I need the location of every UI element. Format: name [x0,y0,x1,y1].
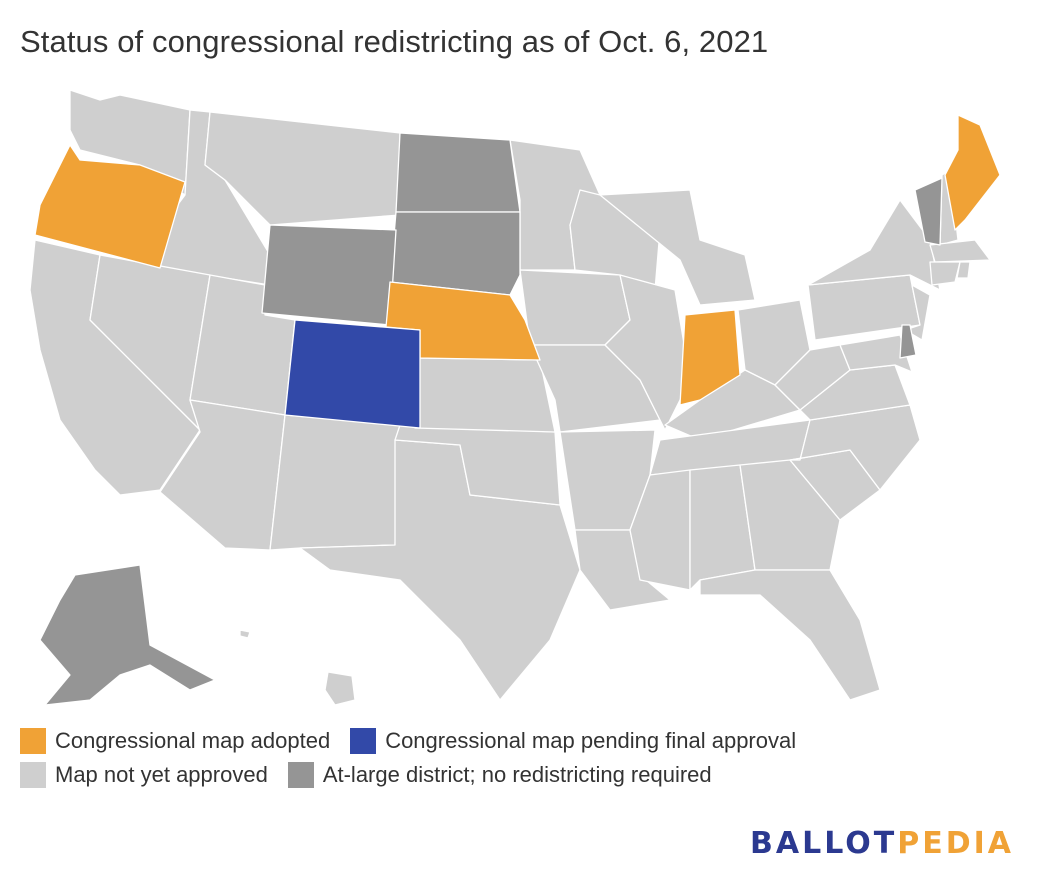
legend-item-pending: Congressional map pending final approval [350,728,796,754]
state-indiana[interactable] [679,309,741,406]
state-maryland[interactable] [839,334,913,373]
state-oregon[interactable] [34,144,186,269]
state-north-dakota[interactable] [395,132,521,213]
brand-part1: BALLOT [750,826,898,861]
state-georgia[interactable] [739,459,841,571]
state-colorado[interactable] [284,319,421,429]
state-michigan[interactable] [599,189,756,306]
state-illinois[interactable] [604,274,691,431]
state-hawaii-big-island[interactable] [324,671,356,706]
legend-label-adopted: Congressional map adopted [55,728,331,753]
state-iowa[interactable] [519,269,631,346]
state-mississippi[interactable] [629,469,691,591]
legend-swatch-adopted [20,728,46,754]
state-south-dakota[interactable] [389,211,521,296]
state-rhode-island[interactable] [956,261,971,279]
legend-swatch-pending [350,728,377,754]
state-new-mexico[interactable] [269,414,401,551]
ballotpedia-logo: BALLOTPEDIA [750,826,1014,861]
legend-label-pending: Congressional map pending final approval [385,728,797,753]
us-map [29,89,1001,706]
state-hawaii[interactable] [239,629,251,639]
legend: Congressional map adopted Congressional … [20,724,816,792]
state-maine[interactable] [944,114,1001,231]
legend-item-not-approved: Map not yet approved [20,762,268,788]
state-florida[interactable] [699,569,881,701]
legend-swatch-at-large [287,762,314,788]
legend-item-at-large: At-large district; no redistricting requ… [287,762,712,788]
legend-item-adopted: Congressional map adopted [20,728,330,754]
state-wyoming[interactable] [261,224,397,326]
states-pending [284,319,421,429]
brand-part2: PEDIA [897,826,1014,861]
states-adopted [34,114,1001,406]
state-kansas[interactable] [414,357,556,433]
state-new-jersey[interactable] [904,284,931,341]
legend-label-at-large: At-large district; no redistricting requ… [322,762,712,787]
legend-swatch-not-approved [20,762,46,788]
states-not-approved [29,89,991,706]
state-connecticut[interactable] [929,261,961,286]
state-massachusetts[interactable] [929,239,991,263]
state-vermont[interactable] [914,177,943,246]
legend-label-not-approved: Map not yet approved [55,762,268,787]
state-alaska[interactable] [39,564,216,706]
map-title: Status of congressional redistricting as… [20,24,769,59]
states-at-large [39,132,943,706]
state-north-carolina[interactable] [789,404,921,491]
state-delaware[interactable] [899,324,917,359]
